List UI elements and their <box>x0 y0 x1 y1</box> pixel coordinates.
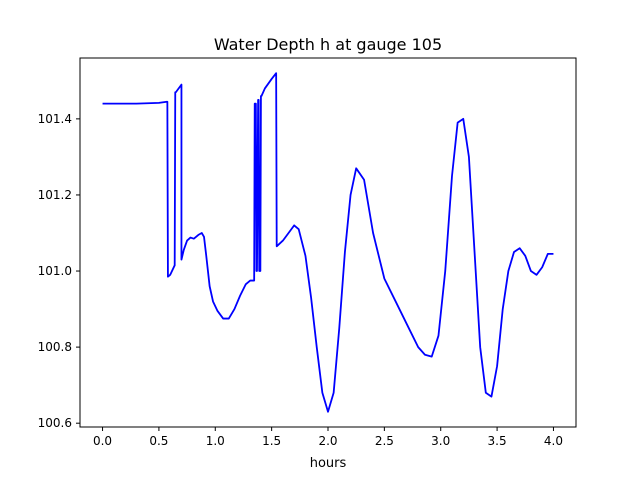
y-tick-label: 101.4 <box>38 112 72 126</box>
x-tick-label: 0.5 <box>149 434 168 448</box>
y-tick-label: 101.2 <box>38 188 72 202</box>
chart-title: Water Depth h at gauge 105 <box>214 35 442 54</box>
y-tick-label: 100.6 <box>38 416 72 430</box>
y-tick-label: 101.0 <box>38 264 72 278</box>
x-tick-label: 4.0 <box>544 434 563 448</box>
y-tick-label: 100.8 <box>38 340 72 354</box>
x-tick-label: 2.5 <box>375 434 394 448</box>
x-tick-label: 2.0 <box>318 434 337 448</box>
x-axis-label: hours <box>310 456 347 471</box>
x-tick-label: 1.0 <box>206 434 225 448</box>
series-line <box>102 72 554 413</box>
x-tick-label: 3.0 <box>431 434 450 448</box>
x-tick-label: 0.0 <box>93 434 112 448</box>
x-tick-label: 1.5 <box>262 434 281 448</box>
y-axis: 100.6 100.8 101.0 101.2 101.4 <box>38 112 80 430</box>
x-tick-label: 3.5 <box>488 434 507 448</box>
x-axis: 0.0 0.5 1.0 1.5 2.0 2.5 3.0 3.5 4.0 <box>93 427 563 448</box>
series-layer <box>102 72 554 413</box>
